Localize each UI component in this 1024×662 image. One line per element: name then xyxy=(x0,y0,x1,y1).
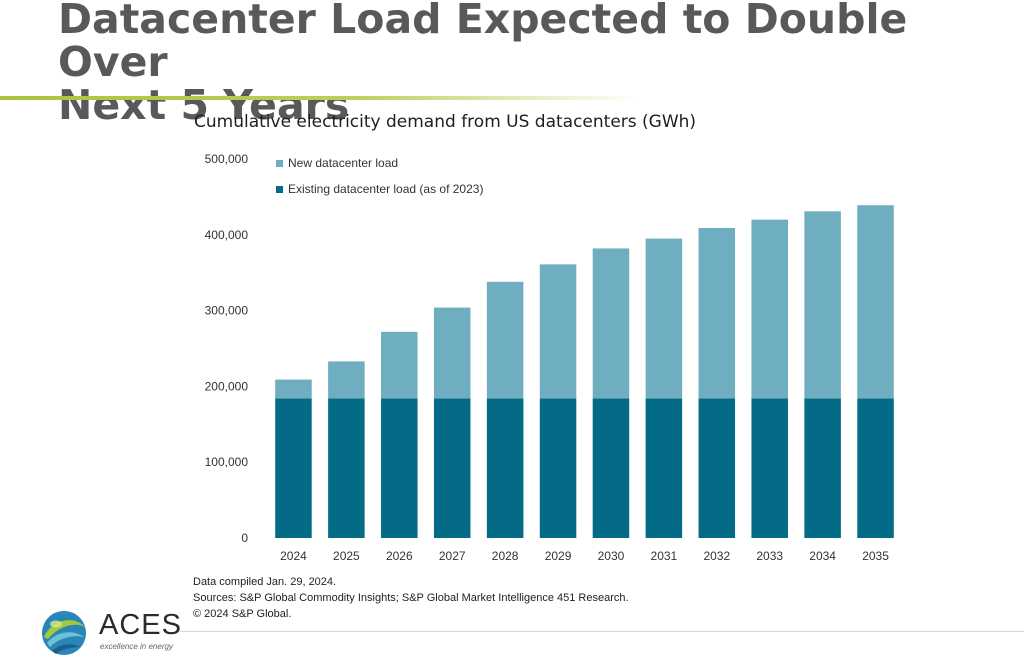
logo-tagline: excellence in energy xyxy=(100,642,173,651)
x-tick-label: 2029 xyxy=(545,549,572,563)
x-tick-label: 2035 xyxy=(862,549,889,563)
bar-new-load xyxy=(328,361,365,399)
x-tick-label: 2026 xyxy=(386,549,413,563)
bar-existing-load xyxy=(486,398,524,538)
note-compiled-date: Data compiled Jan. 29, 2024. xyxy=(193,576,337,588)
bar-existing-load xyxy=(328,398,365,538)
bar-new-load xyxy=(539,264,577,399)
note-copyright: © 2024 S&P Global. xyxy=(193,608,292,620)
x-tick-label: 2024 xyxy=(280,549,307,563)
note-sources: Sources: S&P Global Commodity Insights; … xyxy=(193,592,629,604)
bar-new-load xyxy=(857,205,894,399)
legend-swatch-new xyxy=(276,160,283,167)
y-tick-label: 300,000 xyxy=(205,304,249,318)
bar-existing-load xyxy=(381,398,418,538)
bar-existing-load xyxy=(275,398,312,538)
x-tick-label: 2032 xyxy=(703,549,730,563)
logo-wordmark: ACES xyxy=(99,609,182,641)
y-tick-label: 200,000 xyxy=(205,379,249,393)
bar-existing-load xyxy=(751,398,788,538)
bar-new-load xyxy=(592,248,630,399)
chart-notes: Data compiled Jan. 29, 2024. Sources: S&… xyxy=(193,574,629,622)
legend-label-new: New datacenter load xyxy=(288,156,398,170)
bar-new-load xyxy=(751,219,788,399)
x-tick-label: 2034 xyxy=(809,549,836,563)
globe-icon xyxy=(42,611,86,655)
y-tick-label: 100,000 xyxy=(205,455,249,469)
x-tick-label: 2031 xyxy=(651,549,678,563)
slide-title-line-2: Next 5 Years xyxy=(58,81,350,129)
bar-new-load xyxy=(486,281,524,399)
x-tick-label: 2028 xyxy=(492,549,519,563)
legend-label-existing: Existing datacenter load (as of 2023) xyxy=(288,182,483,196)
stacked-bar-chart: 0 100,000 200,000 300,000 400,000 500,000 2024… xyxy=(205,152,894,563)
bar-existing-load xyxy=(804,398,841,538)
y-tick-label: 500,000 xyxy=(205,152,249,166)
title-underline xyxy=(0,96,640,100)
legend-swatch-existing xyxy=(276,186,283,193)
bar-existing-load xyxy=(539,398,577,538)
bar-new-load xyxy=(433,307,471,399)
chart-title: Cumulative electricity demand from US da… xyxy=(194,112,697,132)
bar-new-load xyxy=(698,227,736,399)
slide-title: Datacenter Load Expected to Double Over … xyxy=(58,0,1018,127)
y-tick-label: 400,000 xyxy=(205,228,249,242)
footer-divider xyxy=(180,631,1024,632)
x-tick-label: 2025 xyxy=(333,549,360,563)
bar-new-load xyxy=(275,379,312,399)
x-tick-label: 2027 xyxy=(439,549,466,563)
aces-logo: ACES excellence in energy xyxy=(38,607,198,657)
x-tick-label: 2030 xyxy=(598,549,625,563)
slide-title-line-1: Datacenter Load Expected to Double Over xyxy=(58,0,908,86)
bar-existing-load xyxy=(592,398,630,538)
bar-new-load xyxy=(381,331,418,399)
x-tick-label: 2033 xyxy=(756,549,783,563)
bar-existing-load xyxy=(698,398,736,538)
bar-new-load xyxy=(645,238,683,399)
y-tick-label: 0 xyxy=(241,531,248,545)
bar-existing-load xyxy=(645,398,683,538)
bar-existing-load xyxy=(433,398,471,538)
bar-existing-load xyxy=(857,398,894,538)
bar-new-load xyxy=(804,211,841,399)
